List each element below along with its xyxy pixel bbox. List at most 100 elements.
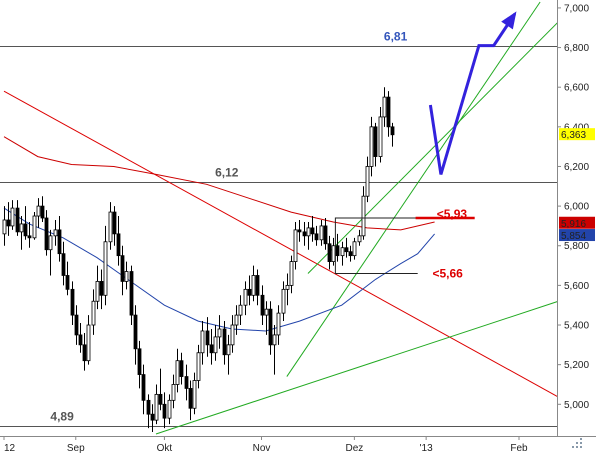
- support-range-box: [334, 217, 418, 274]
- candle-53: [226, 334, 231, 375]
- candle-75: [319, 219, 324, 246]
- moving-average-0: [3, 136, 435, 231]
- candle-1: [6, 202, 11, 236]
- candle-76: [323, 218, 328, 250]
- candle-37: [158, 368, 163, 411]
- x-tick-label-5: '13: [420, 443, 433, 454]
- candle-86: [365, 156, 370, 203]
- candle-70: [297, 219, 302, 242]
- candle-59: [251, 265, 256, 302]
- candle-22: [95, 265, 100, 310]
- candle-27: [116, 216, 121, 266]
- price-badge-1: 5,916: [559, 216, 595, 230]
- candle-3: [15, 200, 20, 236]
- x-tick-label-0: 12: [4, 443, 16, 454]
- candle-74: [314, 225, 319, 246]
- candle-21: [91, 289, 96, 335]
- candle-44: [188, 380, 193, 421]
- candle-91: [386, 91, 391, 137]
- svg-text:5,916: 5,916: [561, 219, 586, 230]
- candle-51: [217, 315, 222, 349]
- candle-58: [247, 275, 252, 306]
- candle-88: [373, 122, 378, 167]
- candle-8: [36, 198, 41, 228]
- candle-47: [200, 321, 205, 365]
- candle-55: [234, 305, 239, 335]
- candle-89: [378, 107, 383, 163]
- candles-layer: [2, 87, 395, 433]
- candle-83: [352, 237, 357, 260]
- candle-5: [23, 206, 28, 240]
- candle-66: [281, 281, 286, 322]
- level-label-0: 6,81: [384, 30, 408, 44]
- candle-81: [344, 237, 349, 258]
- candle-54: [230, 315, 235, 353]
- candle-82: [348, 245, 353, 262]
- candle-43: [184, 364, 189, 401]
- candle-35: [150, 404, 155, 433]
- candle-42: [179, 352, 184, 385]
- svg-text:6,363: 6,363: [561, 130, 586, 141]
- candle-79: [335, 233, 340, 262]
- candle-80: [340, 241, 345, 266]
- trend-line-1: [155, 301, 557, 435]
- candle-45: [192, 372, 197, 415]
- candle-10: [44, 210, 49, 256]
- candle-33: [141, 364, 146, 415]
- x-tick-label-3: Nov: [253, 443, 271, 454]
- candle-31: [133, 305, 138, 365]
- y-tick-label-2: 5,400: [564, 321, 589, 332]
- candle-11: [48, 229, 53, 276]
- candle-65: [276, 305, 281, 345]
- candle-90: [382, 87, 387, 127]
- annotation-0: <5,93: [437, 207, 468, 221]
- y-tick-label-6: 6,200: [564, 162, 589, 173]
- candle-29: [124, 261, 129, 290]
- candle-60: [255, 269, 260, 306]
- trend-line-2: [286, 1, 541, 377]
- candle-12: [53, 219, 58, 246]
- candle-30: [129, 265, 134, 326]
- candle-41: [175, 348, 180, 393]
- level-label-2: 4,89: [50, 410, 74, 424]
- corner-grip-icon: [572, 438, 582, 448]
- candle-19: [82, 332, 87, 371]
- candle-64: [272, 325, 277, 375]
- y-tick-label-8: 6,600: [564, 83, 589, 94]
- candle-52: [222, 321, 227, 365]
- candle-72: [306, 221, 311, 250]
- candle-13: [57, 216, 62, 262]
- level-label-1: 6,12: [215, 166, 239, 180]
- candle-71: [302, 221, 307, 246]
- trend-line-0: [3, 90, 557, 397]
- x-tick-label-2: Okt: [157, 443, 173, 454]
- candle-57: [243, 281, 248, 316]
- candle-2: [10, 200, 15, 230]
- candle-62: [264, 301, 269, 335]
- candle-48: [205, 317, 210, 357]
- candle-69: [293, 221, 298, 270]
- candle-4: [19, 216, 24, 250]
- candle-84: [357, 229, 362, 246]
- y-tick-label-10: 7,000: [564, 3, 589, 14]
- y-tick-label-7: 6,400: [564, 122, 589, 133]
- candle-68: [289, 255, 294, 294]
- candle-46: [196, 344, 201, 389]
- y-tick-label-1: 5,200: [564, 360, 589, 371]
- svg-text:5,854: 5,854: [561, 231, 586, 242]
- candle-56: [238, 295, 243, 326]
- candle-67: [285, 273, 290, 306]
- candle-28: [120, 245, 125, 296]
- axes-layer: 5,000 5,200 5,400 5,600 5,800 6,000 6,200 6,400…: [3, 3, 589, 454]
- candle-25: [108, 202, 113, 250]
- forecast-arrow-head: [501, 11, 517, 30]
- candle-38: [162, 392, 167, 429]
- candle-0: [2, 206, 7, 246]
- candle-36: [154, 384, 159, 425]
- candle-14: [61, 241, 66, 286]
- candle-6: [27, 221, 32, 248]
- y-tick-label-5: 6,000: [564, 202, 589, 213]
- annotation-1: <5,66: [432, 266, 463, 280]
- overlay-layer: 6,81 6,12 4,89 <5,93 <5,66: [50, 11, 517, 424]
